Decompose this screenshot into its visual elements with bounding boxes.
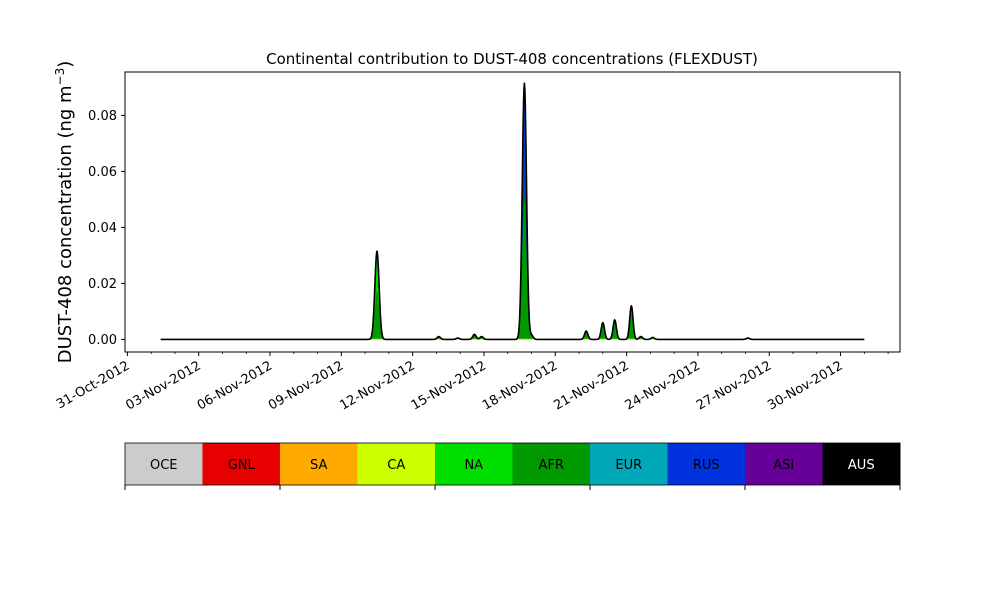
legend-swatch-asi [745,443,823,485]
legend-swatch-na [435,443,513,485]
peak-area-12 [646,337,660,340]
x-tick-label-0: 31-Oct-2012 [54,358,132,412]
peak-area-4 [474,336,489,340]
x-tick-label-4: 12-Nov-2012 [337,358,417,413]
legend-swatch-gnl [202,443,281,485]
legend-swatch-sa [280,443,358,485]
legend-label-rus: RUS [693,458,720,473]
peak-area-7 [579,331,593,340]
peak-area-6 [524,335,539,340]
legend-swatch-ca [357,443,436,485]
y-axis-label-main: DUST-408 concentration (ng m [55,85,76,363]
peak-area-3 [467,334,482,340]
legend-label-sa: SA [310,458,327,473]
x-tick-label-1: 03-Nov-2012 [123,358,203,413]
x-tick-label-6: 18-Nov-2012 [480,358,560,413]
peak-area-9 [608,320,622,340]
series-area-fill [160,83,865,340]
legend: OCE GNL SA CA NA AFR EUR RUS ASI AUS [124,442,901,490]
y-axis: 0.00 0.02 0.04 0.06 0.08 [88,109,125,348]
legend-frame [124,442,901,486]
y-axis-label-exponent: −3 [53,68,67,86]
legend-swatch-eur [590,443,668,485]
legend-label-oce: OCE [150,458,178,473]
y-tick-label-4: 0.08 [88,109,117,124]
x-tick-label-8: 24-Nov-2012 [623,358,703,413]
plot-frame [124,71,901,353]
x-tick-label-7: 21-Nov-2012 [551,358,631,413]
x-tick-label-9: 27-Nov-2012 [694,358,774,413]
peak-inner-area-0 [368,290,386,340]
chart-title: Continental contribution to DUST-408 con… [266,50,758,68]
legend-swatch-aus [822,443,901,485]
legend-label-asi: ASI [773,458,794,473]
y-axis-label: DUST-408 concentration (ng m−3) [53,61,76,364]
legend-label-gnl: GNL [228,458,256,473]
x-axis: 31-Oct-201203-Nov-201206-Nov-201209-Nov-… [54,352,889,413]
legend-label-ca: CA [387,458,405,473]
legend-swatch-afr [512,443,591,485]
y-tick-label-3: 0.06 [88,165,117,180]
legend-label-na: NA [464,458,483,473]
legend-label-afr: AFR [539,458,564,473]
y-tick-label-2: 0.04 [88,221,117,236]
total-concentration-line [160,82,865,341]
x-tick-label-10: 30-Nov-2012 [765,358,845,413]
peak-inner-area-5 [515,198,533,340]
legend-label-aus: AUS [848,458,875,473]
peak-area-8 [596,323,610,340]
y-tick-label-1: 0.02 [88,277,117,292]
y-axis-label-close: ) [55,61,76,68]
x-tick-label-3: 09-Nov-2012 [266,358,346,413]
x-tick-label-2: 06-Nov-2012 [195,358,275,413]
y-tick-label-0: 0.00 [88,333,117,348]
peak-area-1 [432,336,446,340]
legend-swatch-oce [125,443,203,485]
x-tick-label-5: 15-Nov-2012 [409,358,489,413]
plot-area [124,71,901,353]
legend-swatch-rus [667,443,746,485]
peak-area-10 [624,306,639,340]
legend-label-eur: EUR [615,458,642,473]
peak-area-11 [634,336,648,340]
